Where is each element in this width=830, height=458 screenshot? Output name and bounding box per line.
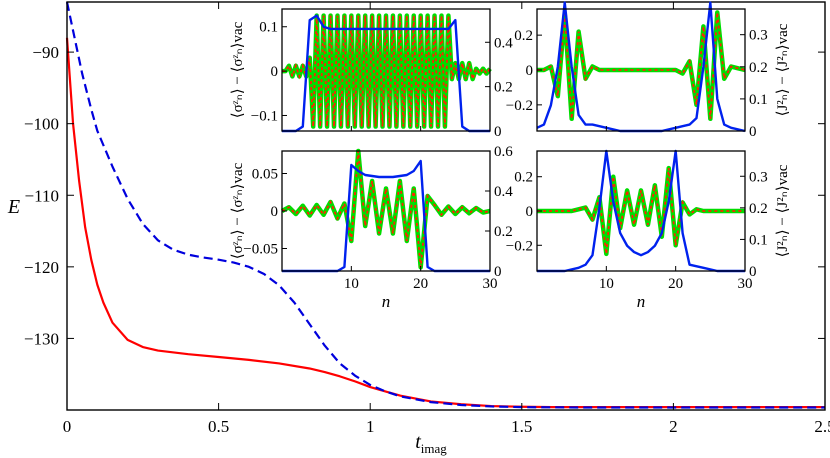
inset-y-tick-label: 0: [271, 204, 279, 220]
inset-y-tick-label: −0.2: [506, 98, 533, 114]
inset-bottom-right: 10 20 30 −0.2 0 0.2 0 0.1 0.2 0.3 n ⟨J²ₙ⟩ − ⟨J²ₙ⟩va…: [506, 149, 791, 311]
red-dashed-series: [537, 168, 745, 254]
inset-y2-tick-label: 0: [494, 264, 502, 280]
inset-y2-tick-label: 0.1: [749, 232, 768, 248]
inset-y-tick-label: 0.2: [514, 28, 533, 44]
inset-x-tick-label: 30: [738, 276, 753, 292]
inset-frame: [281, 8, 491, 132]
x-axis-title: timag: [415, 431, 447, 456]
y-axis-title: E: [7, 196, 20, 218]
inset-y2-tick-label: 0.4: [494, 35, 513, 51]
inset-y2-tick-label: 0.2: [494, 80, 513, 96]
inset-y-tick-label: 0.1: [259, 20, 278, 36]
inset-y2-tick-label: 0.2: [494, 224, 513, 240]
green-series: [280, 148, 491, 270]
inset-x-tick-label: 30: [483, 276, 498, 292]
inset-y2-tick-label: 0.2: [749, 201, 768, 217]
inset-y2-tick-label: 0: [749, 264, 757, 280]
inset-top-left: −0.1 0 0.1 0 0.2 0.4 ⟨σᶻₙ⟩ − ⟨σᶻₙ⟩vac: [230, 8, 513, 140]
inset-y-tick-label: 0: [271, 64, 279, 80]
inset-x-tick-label: 20: [413, 276, 428, 292]
series-line-2: [65, 1, 825, 409]
x-tick-label: 0.5: [208, 417, 229, 436]
inset-bottom-left: 10 20 30 −0.05 0 0.05 0 0.2 0.4 0.6 n ⟨σᶻₙ⟩ − ⟨σᶻₙ⟩…: [230, 144, 513, 311]
inset-y-tick-label: 0.05: [252, 167, 278, 183]
blue-envelope-series: [537, 149, 745, 273]
inset-y-tick-label: 0.2: [514, 170, 533, 186]
inset-y2-tick-label: 0.2: [749, 60, 768, 76]
inset-y2-tick-label: 0.4: [494, 184, 513, 200]
inset-y2-tick-label: 0: [494, 124, 502, 140]
inset-y2-tick-label: 0: [749, 124, 757, 140]
inset-y2-tick-label: 0.3: [749, 28, 768, 44]
y-tick-label: −110: [25, 186, 59, 205]
main-plot: 0 0.5 1 1.5 2 2.5 −130 −120 −110 −100 −90 timag E: [7, 1, 830, 456]
inset-x-axis-title: n: [382, 292, 391, 311]
inset-y-tick-label: −0.2: [506, 238, 533, 254]
x-tick-label: 1: [366, 417, 375, 436]
inset-top-right: −0.2 0 0.2 0 0.1 0.2 0.3 ⟨J²ₙ⟩ − ⟨J²ₙ⟩vac: [506, 1, 791, 140]
y-tick-label: −130: [24, 329, 59, 348]
inset-left-axis-title: ⟨σᶻₙ⟩ − ⟨σᶻₙ⟩vac: [230, 21, 246, 118]
inset-x-axis-title: n: [637, 292, 646, 311]
insets: −0.100.100.20.4⟨σᶻₙ⟩ − ⟨σᶻₙ⟩vac −0.200.20…: [230, 1, 791, 311]
red-dashed-series: [537, 12, 746, 119]
y-tick-label: −120: [24, 258, 59, 277]
inset-y2-tick-label: 0.3: [749, 169, 768, 185]
inset-x-tick-label: 20: [668, 276, 683, 292]
x-tick-label: 2.5: [814, 417, 830, 436]
inset-y2-tick-label: 0.1: [749, 92, 768, 108]
x-tick-label: 1.5: [511, 417, 532, 436]
inset-y2-tick-label: 0.6: [494, 144, 513, 160]
inset-y-tick-label: 0: [526, 204, 534, 220]
inset-left-axis-title: ⟨σᶻₙ⟩ − ⟨σᶻₙ⟩vac: [230, 162, 246, 259]
inset-y-tick-label: −0.1: [251, 108, 278, 124]
y-tick-label: −90: [32, 43, 59, 62]
inset-x-tick-label: 10: [344, 276, 359, 292]
main-plot-frame: [66, 1, 826, 411]
x-tick-label: 2: [669, 417, 678, 436]
inset-x-tick-label: 10: [599, 276, 614, 292]
inset-y-tick-label: 0: [526, 63, 534, 79]
inset-right-axis-title: ⟨J²ₙ⟩ − ⟨J²ₙ⟩vac: [775, 23, 791, 116]
y-tick-label: −100: [24, 115, 59, 134]
x-tick-label: 0: [63, 417, 72, 436]
inset-y-tick-label: −0.05: [243, 242, 278, 258]
blue-envelope-series: [282, 14, 490, 133]
inset-right-axis-title: ⟨J²ₙ⟩ − ⟨J²ₙ⟩vac: [775, 164, 791, 257]
